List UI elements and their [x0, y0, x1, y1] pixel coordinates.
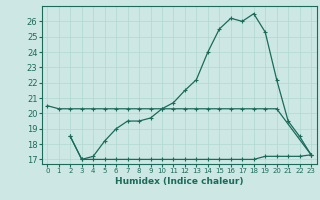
X-axis label: Humidex (Indice chaleur): Humidex (Indice chaleur) [115, 177, 244, 186]
